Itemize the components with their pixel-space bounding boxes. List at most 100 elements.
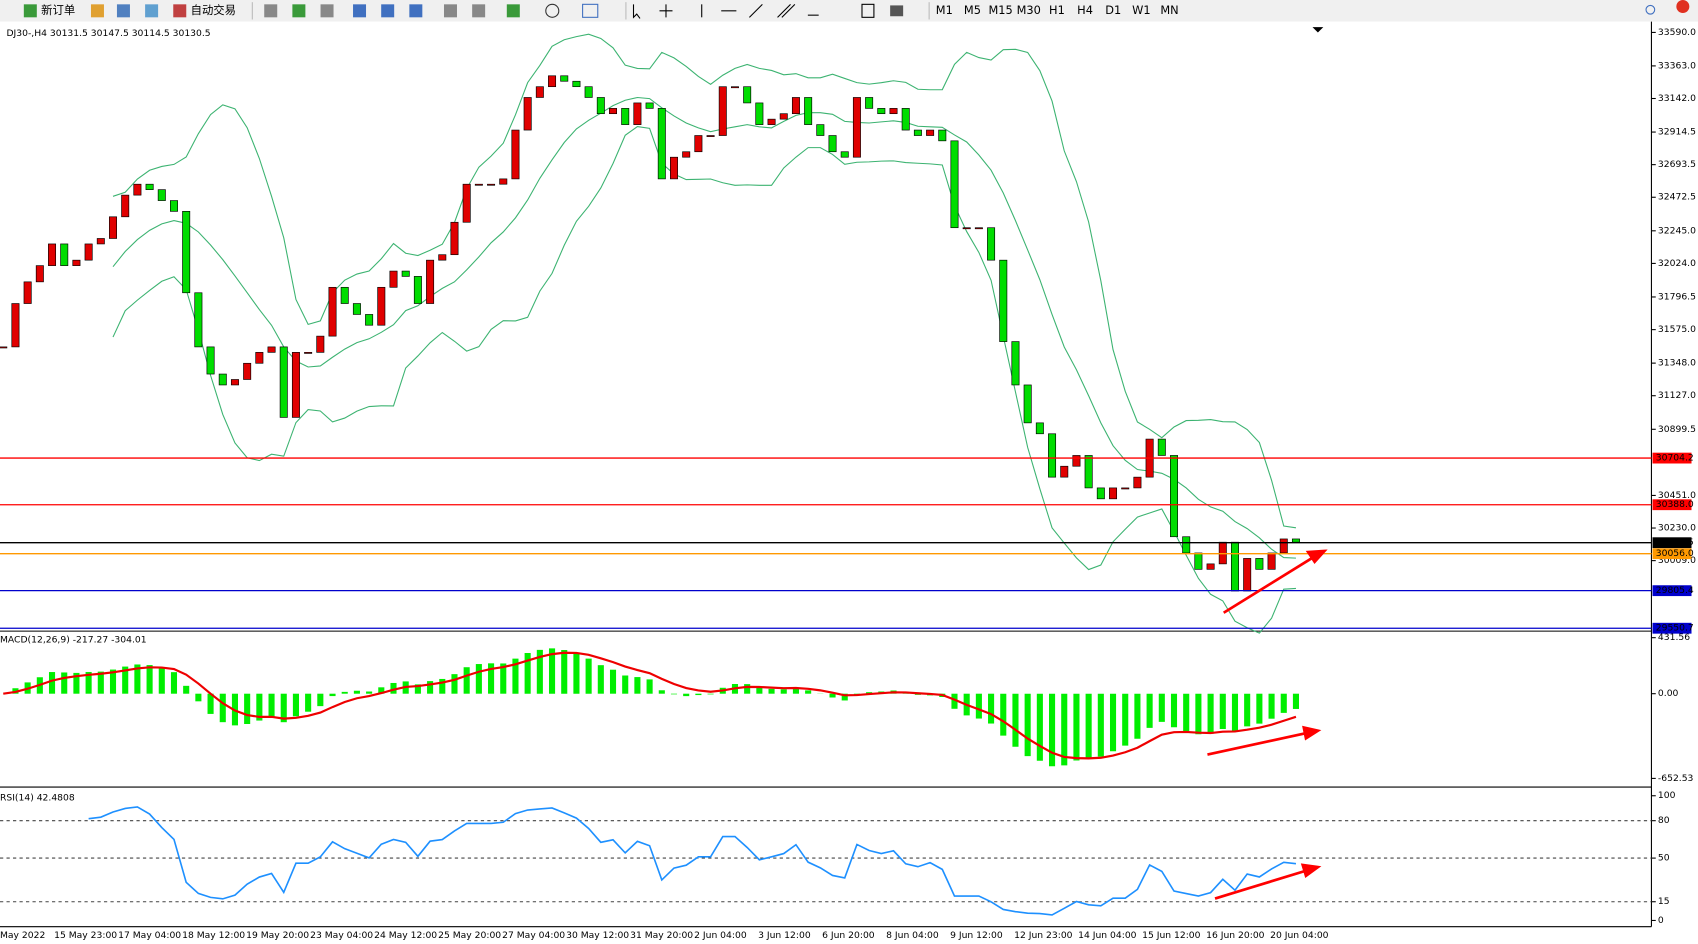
candle bbox=[291, 352, 300, 418]
tile[interactable] bbox=[409, 4, 423, 18]
tool-icon[interactable] bbox=[264, 4, 278, 18]
new-order-button[interactable]: 新订单 bbox=[41, 3, 75, 17]
tool-icon[interactable] bbox=[145, 4, 159, 18]
y-tick-label: 431.56 bbox=[1658, 632, 1690, 643]
y-tick-label: 31796.5 bbox=[1658, 291, 1696, 302]
y-tick-label: 31575.0 bbox=[1658, 324, 1696, 335]
price-level-tag bbox=[1652, 548, 1692, 560]
tool-icon[interactable] bbox=[292, 4, 306, 18]
timeframe-button[interactable]: MN bbox=[1160, 3, 1178, 17]
templates[interactable] bbox=[582, 3, 599, 18]
tool-icon[interactable] bbox=[90, 4, 104, 18]
candle bbox=[133, 183, 142, 196]
candle bbox=[487, 183, 496, 186]
price-level-label: 30130.5 bbox=[1656, 537, 1694, 548]
auto-trading-icon[interactable] bbox=[173, 4, 187, 18]
price-level-label: 29550.7 bbox=[1656, 623, 1694, 634]
candle bbox=[352, 303, 361, 315]
timeframe-button[interactable]: M30 bbox=[1017, 3, 1041, 17]
notifications[interactable] bbox=[1676, 0, 1690, 13]
candle bbox=[462, 183, 471, 223]
candle bbox=[1035, 422, 1044, 435]
cursor-tool[interactable] bbox=[632, 4, 641, 19]
y-tick-label: 30899.5 bbox=[1658, 424, 1696, 435]
candle bbox=[974, 227, 983, 230]
candle bbox=[852, 97, 861, 158]
y-tick-label: 80 bbox=[1658, 815, 1670, 826]
timeframe-button[interactable]: H1 bbox=[1049, 3, 1065, 17]
x-tick-label: 2 Jun 04:00 bbox=[694, 930, 747, 941]
search[interactable] bbox=[1645, 4, 1656, 15]
candle bbox=[35, 265, 44, 283]
price-level-tag bbox=[1652, 537, 1692, 549]
tool-icon[interactable] bbox=[472, 4, 486, 18]
zoom-out[interactable] bbox=[381, 4, 395, 18]
rsi-line bbox=[88, 806, 1297, 916]
timeframe-button[interactable]: D1 bbox=[1105, 3, 1121, 17]
tool-icon[interactable] bbox=[320, 4, 334, 18]
tool-icon[interactable] bbox=[443, 4, 457, 18]
candle bbox=[145, 183, 154, 190]
candle bbox=[1182, 536, 1191, 554]
timeframe-button[interactable]: M5 bbox=[964, 3, 981, 17]
candle bbox=[48, 243, 57, 266]
y-tick-label: -652.53 bbox=[1658, 773, 1694, 784]
candle bbox=[706, 135, 715, 137]
shift-marker bbox=[1312, 27, 1324, 33]
new-order-icon[interactable] bbox=[23, 4, 37, 18]
arrowhead bbox=[1305, 549, 1328, 565]
timeframe-button[interactable]: M1 bbox=[936, 3, 953, 17]
candle bbox=[1011, 341, 1020, 386]
channel-tool[interactable] bbox=[777, 3, 796, 18]
zoom-in[interactable] bbox=[353, 4, 367, 18]
candle bbox=[840, 151, 849, 158]
y-tick-label: 0 bbox=[1658, 915, 1664, 926]
candle bbox=[877, 108, 886, 115]
timeframe-button[interactable]: W1 bbox=[1132, 3, 1150, 17]
indicators[interactable] bbox=[506, 4, 520, 18]
candle bbox=[511, 129, 520, 180]
x-tick-label: 25 May 20:00 bbox=[438, 930, 501, 941]
trendline-tool[interactable] bbox=[748, 3, 763, 18]
tool-icon[interactable] bbox=[116, 4, 130, 18]
candle bbox=[950, 140, 959, 229]
candle bbox=[206, 346, 215, 375]
candle bbox=[413, 276, 422, 304]
candle bbox=[913, 129, 922, 136]
arrows-tool[interactable] bbox=[890, 5, 904, 17]
periods[interactable] bbox=[545, 3, 560, 18]
candle bbox=[1048, 433, 1057, 478]
candle bbox=[694, 135, 703, 153]
candle bbox=[1096, 487, 1105, 500]
auto-trading-button[interactable]: 自动交易 bbox=[191, 3, 236, 17]
timeframe-button[interactable]: H4 bbox=[1077, 3, 1093, 17]
candle bbox=[633, 102, 642, 125]
macd-label: MACD(12,26,9) -217.27 -304.01 bbox=[0, 634, 147, 645]
candle bbox=[194, 292, 203, 348]
timeframe-button[interactable]: M15 bbox=[988, 3, 1012, 17]
candle bbox=[718, 86, 727, 136]
x-tick-label: 16 Jun 20:00 bbox=[1206, 930, 1265, 941]
candle bbox=[596, 97, 605, 115]
candle bbox=[328, 286, 337, 337]
candle bbox=[865, 97, 874, 109]
candle bbox=[1121, 487, 1130, 490]
candle bbox=[926, 129, 935, 136]
candle bbox=[1060, 465, 1069, 478]
y-tick-label: 30451.0 bbox=[1658, 490, 1696, 501]
candle bbox=[560, 75, 569, 82]
label-tool[interactable] bbox=[861, 3, 875, 18]
candle bbox=[474, 183, 483, 186]
candle bbox=[426, 259, 435, 304]
x-tick-label: 3 Jun 12:00 bbox=[758, 930, 811, 941]
x-tick-label: 27 May 04:00 bbox=[502, 930, 565, 941]
chart-header: DJ30-,H4 30131.5 30147.5 30114.5 30130.5 bbox=[6, 28, 210, 39]
candle bbox=[1157, 438, 1166, 456]
candle bbox=[1267, 552, 1276, 570]
crosshair-tool[interactable] bbox=[659, 4, 673, 18]
candle bbox=[389, 270, 398, 288]
candle bbox=[109, 216, 117, 239]
candle bbox=[1230, 541, 1239, 592]
candle bbox=[243, 362, 252, 380]
y-tick-label: 33142.0 bbox=[1658, 93, 1696, 104]
